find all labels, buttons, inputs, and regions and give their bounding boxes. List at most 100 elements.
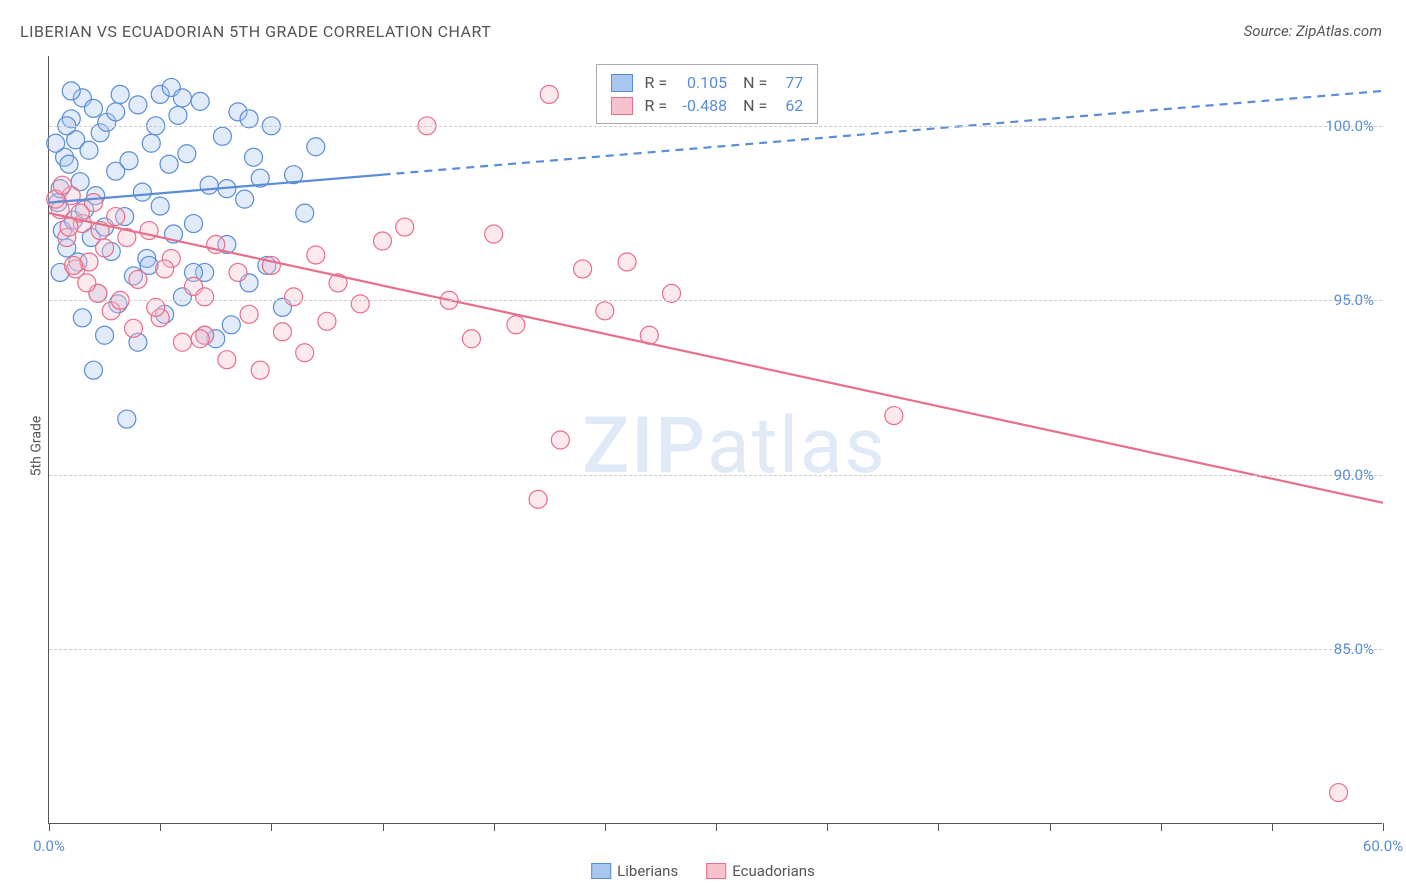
- data-point: [318, 312, 336, 330]
- data-point: [80, 253, 98, 271]
- data-point: [78, 274, 96, 292]
- data-point: [885, 407, 903, 425]
- data-point: [296, 344, 314, 362]
- data-point: [129, 96, 147, 114]
- data-point: [80, 141, 98, 159]
- bottom-legend: Liberians Ecuadorians: [591, 862, 815, 880]
- data-point: [111, 85, 129, 103]
- legend-label: Liberians: [617, 862, 678, 880]
- gridline-h: [49, 475, 1382, 476]
- r-label: R =: [645, 73, 668, 92]
- data-point: [107, 103, 125, 121]
- gridline-h: [49, 126, 1382, 127]
- data-point: [273, 323, 291, 341]
- n-value: 77: [773, 73, 803, 92]
- data-point: [84, 361, 102, 379]
- data-point: [133, 183, 151, 201]
- correlation-legend-box: R =0.105N =77R =-0.488N =62: [596, 64, 819, 124]
- r-label: R =: [645, 96, 668, 115]
- x-tick: [494, 823, 495, 831]
- data-point: [151, 197, 169, 215]
- x-tick-label: 60.0%: [1363, 837, 1403, 855]
- data-point: [396, 218, 414, 236]
- n-label: N =: [743, 96, 767, 115]
- gridline-h: [49, 300, 1382, 301]
- chart-container: LIBERIAN VS ECUADORIAN 5TH GRADE CORRELA…: [0, 0, 1406, 892]
- legend-swatch: [706, 863, 726, 879]
- data-point: [191, 92, 209, 110]
- data-point: [245, 148, 263, 166]
- x-tick: [605, 823, 606, 831]
- x-tick: [827, 823, 828, 831]
- data-point: [1330, 784, 1348, 802]
- x-tick: [1383, 823, 1384, 831]
- x-tick: [271, 823, 272, 831]
- gridline-h: [49, 649, 1382, 650]
- data-point: [96, 239, 114, 257]
- x-tick: [1161, 823, 1162, 831]
- legend-item: Ecuadorians: [706, 862, 815, 880]
- data-point: [160, 155, 178, 173]
- data-point: [374, 232, 392, 250]
- data-point: [507, 316, 525, 334]
- data-point: [351, 295, 369, 313]
- y-tick-label: 100.0%: [1325, 117, 1374, 135]
- n-value: 62: [773, 96, 803, 115]
- data-point: [529, 490, 547, 508]
- data-point: [53, 176, 71, 194]
- x-tick: [1272, 823, 1273, 831]
- y-tick-label: 90.0%: [1334, 466, 1374, 484]
- data-point: [185, 215, 203, 233]
- series-swatch: [611, 97, 633, 115]
- data-point: [84, 99, 102, 117]
- correlation-row: R = -0.488 N = 62: [607, 94, 808, 117]
- data-point: [178, 145, 196, 163]
- x-tick: [160, 823, 161, 831]
- data-point: [156, 260, 174, 278]
- regression-line-solid: [49, 213, 1383, 503]
- data-point: [173, 89, 191, 107]
- data-point: [169, 106, 187, 124]
- data-point: [64, 256, 82, 274]
- data-point: [229, 263, 247, 281]
- data-point: [173, 333, 191, 351]
- data-point: [200, 176, 218, 194]
- x-tick: [49, 823, 50, 831]
- data-point: [62, 82, 80, 100]
- data-point: [191, 330, 209, 348]
- data-point: [485, 225, 503, 243]
- data-point: [107, 208, 125, 226]
- y-tick-label: 85.0%: [1334, 640, 1374, 658]
- data-point: [142, 134, 160, 152]
- data-point: [551, 431, 569, 449]
- data-point: [307, 246, 325, 264]
- data-point: [240, 305, 258, 323]
- plot-area: ZIPatlas R =0.105N =77R =-0.488N =62 85.…: [48, 56, 1382, 824]
- x-tick-label: 0.0%: [33, 837, 65, 855]
- data-point: [222, 316, 240, 334]
- y-axis-label: 5th Grade: [28, 416, 44, 477]
- x-tick: [938, 823, 939, 831]
- data-point: [296, 204, 314, 222]
- chart-title: LIBERIAN VS ECUADORIAN 5TH GRADE CORRELA…: [20, 22, 491, 41]
- x-tick: [716, 823, 717, 831]
- data-point: [218, 351, 236, 369]
- legend-swatch: [591, 863, 611, 879]
- data-point: [96, 326, 114, 344]
- r-value: -0.488: [673, 96, 727, 115]
- legend-label: Ecuadorians: [732, 862, 815, 880]
- data-point: [596, 302, 614, 320]
- source-attribution: Source: ZipAtlas.com: [1244, 22, 1382, 40]
- data-point: [574, 260, 592, 278]
- legend-item: Liberians: [591, 862, 678, 880]
- regression-line-dashed: [383, 91, 1384, 175]
- data-point: [196, 288, 214, 306]
- data-point: [285, 288, 303, 306]
- correlation-row: R =0.105N =77: [607, 71, 808, 94]
- n-label: N =: [743, 73, 767, 92]
- x-tick: [1050, 823, 1051, 831]
- data-point: [251, 361, 269, 379]
- x-tick: [383, 823, 384, 831]
- data-point: [213, 127, 231, 145]
- data-point: [307, 138, 325, 156]
